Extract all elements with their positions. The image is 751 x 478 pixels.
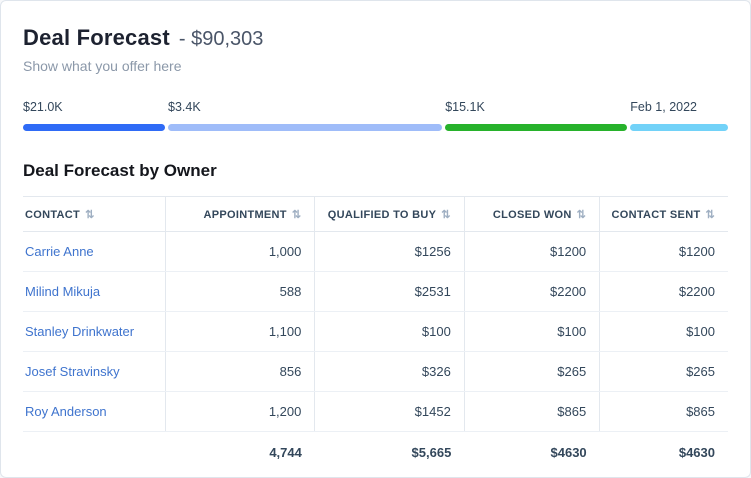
page-title: Deal Forecast xyxy=(23,25,170,50)
column-header-contact[interactable]: CONTACT ⇅ xyxy=(23,196,166,232)
forecast-amount: - $90,303 xyxy=(178,28,264,50)
total-contact-cell xyxy=(23,432,165,473)
qualified-cell: $100 xyxy=(314,311,465,352)
closed-won-cell: $1200 xyxy=(464,231,601,272)
table-row: Josef Stravinsky 856 $326 $265 $265 xyxy=(23,351,728,392)
header: Deal Forecast - $90,303 xyxy=(23,25,728,51)
deal-forecast-table: CONTACT ⇅ APPOINTMENT ⇅ QUALIFIED TO BUY ⇅ CLO… xyxy=(23,196,728,472)
closed-won-cell: $100 xyxy=(464,311,601,352)
sort-icon[interactable]: ⇅ xyxy=(441,208,451,221)
table-totals-row: 4,744 $5,665 $4630 $4630 xyxy=(23,432,728,473)
closed-won-cell: $2200 xyxy=(464,271,601,312)
qualified-cell: $2531 xyxy=(314,271,465,312)
contact-link[interactable]: Josef Stravinsky xyxy=(25,364,120,379)
contact-cell: Carrie Anne xyxy=(23,231,166,272)
contact-cell: Stanley Drinkwater xyxy=(23,311,166,352)
total-contact-sent-cell: $4630 xyxy=(678,444,715,460)
contact-sent-cell: $1200 xyxy=(599,231,728,272)
column-label: QUALIFIED TO BUY xyxy=(327,208,437,221)
column-label: APPOINTMENT xyxy=(203,208,287,221)
appointment-cell: 1,000 xyxy=(165,231,316,272)
progress-labels: $21.0K $3.4K $15.1K Feb 1, 2022 xyxy=(23,100,728,114)
table-body: Carrie Anne 1,000 $1256 $1200 $1200 Milind Mi… xyxy=(23,231,728,432)
column-label: CLOSED WON xyxy=(492,208,572,221)
contact-link[interactable]: Milind Mikuja xyxy=(25,284,101,299)
closed-won-cell: $265 xyxy=(464,351,601,392)
column-label: CONTACT SENT xyxy=(611,208,701,221)
column-label: CONTACT xyxy=(25,208,81,221)
contact-sent-cell: $265 xyxy=(599,351,728,392)
progress-label: $21.0K xyxy=(23,100,63,114)
appointment-cell: 588 xyxy=(165,271,316,312)
column-header-qualified-to-buy[interactable]: QUALIFIED TO BUY ⇅ xyxy=(314,196,465,232)
appointment-cell: 856 xyxy=(165,351,316,392)
table-row: Carrie Anne 1,000 $1256 $1200 $1200 xyxy=(23,231,728,272)
contact-cell: Josef Stravinsky xyxy=(23,351,166,392)
progress-segment xyxy=(168,124,443,131)
sort-icon[interactable]: ⇅ xyxy=(291,208,302,221)
qualified-cell: $326 xyxy=(314,351,465,392)
progress-segment xyxy=(445,124,628,131)
progress-label: $3.4K xyxy=(168,100,201,114)
table-row: Roy Anderson 1,200 $1452 $865 $865 xyxy=(23,391,728,432)
column-header-contact-sent[interactable]: CONTACT SENT ⇅ xyxy=(599,196,728,232)
contact-link[interactable]: Stanley Drinkwater xyxy=(25,324,135,339)
sort-icon[interactable]: ⇅ xyxy=(705,208,715,221)
progress-bar xyxy=(23,124,728,131)
appointment-cell: 1,200 xyxy=(165,391,316,432)
contact-sent-cell: $2200 xyxy=(599,271,728,312)
table-row: Milind Mikuja 588 $2531 $2200 $2200 xyxy=(23,271,728,312)
progress-label: Feb 1, 2022 xyxy=(630,100,697,114)
table-header-row: CONTACT ⇅ APPOINTMENT ⇅ QUALIFIED TO BUY ⇅ CLO… xyxy=(23,196,728,232)
total-appointment-cell: 4,744 xyxy=(269,444,302,460)
column-header-closed-won[interactable]: CLOSED WON ⇅ xyxy=(464,196,601,232)
sort-icon[interactable]: ⇅ xyxy=(85,208,95,221)
sort-icon[interactable]: ⇅ xyxy=(576,208,587,221)
column-header-appointment[interactable]: APPOINTMENT ⇅ xyxy=(165,196,316,232)
subtitle: Show what you offer here xyxy=(23,58,182,74)
qualified-cell: $1452 xyxy=(314,391,465,432)
closed-won-cell: $865 xyxy=(464,391,601,432)
table-title: Deal Forecast by Owner xyxy=(23,161,217,180)
progress-label: $15.1K xyxy=(445,100,485,114)
contact-cell: Roy Anderson xyxy=(23,391,166,432)
table-row: Stanley Drinkwater 1,100 $100 $100 $100 xyxy=(23,311,728,352)
total-closed-won-cell: $4630 xyxy=(550,444,587,460)
contact-link[interactable]: Carrie Anne xyxy=(25,244,94,259)
progress-segment xyxy=(630,124,728,131)
total-qualified-cell: $5,665 xyxy=(411,444,452,460)
progress-segment xyxy=(23,124,166,131)
qualified-cell: $1256 xyxy=(314,231,465,272)
contact-sent-cell: $100 xyxy=(599,311,728,352)
appointment-cell: 1,100 xyxy=(165,311,316,352)
contact-link[interactable]: Roy Anderson xyxy=(25,404,107,419)
contact-cell: Milind Mikuja xyxy=(23,271,166,312)
forecast-progress: $21.0K $3.4K $15.1K Feb 1, 2022 xyxy=(23,100,728,131)
contact-sent-cell: $865 xyxy=(599,391,728,432)
